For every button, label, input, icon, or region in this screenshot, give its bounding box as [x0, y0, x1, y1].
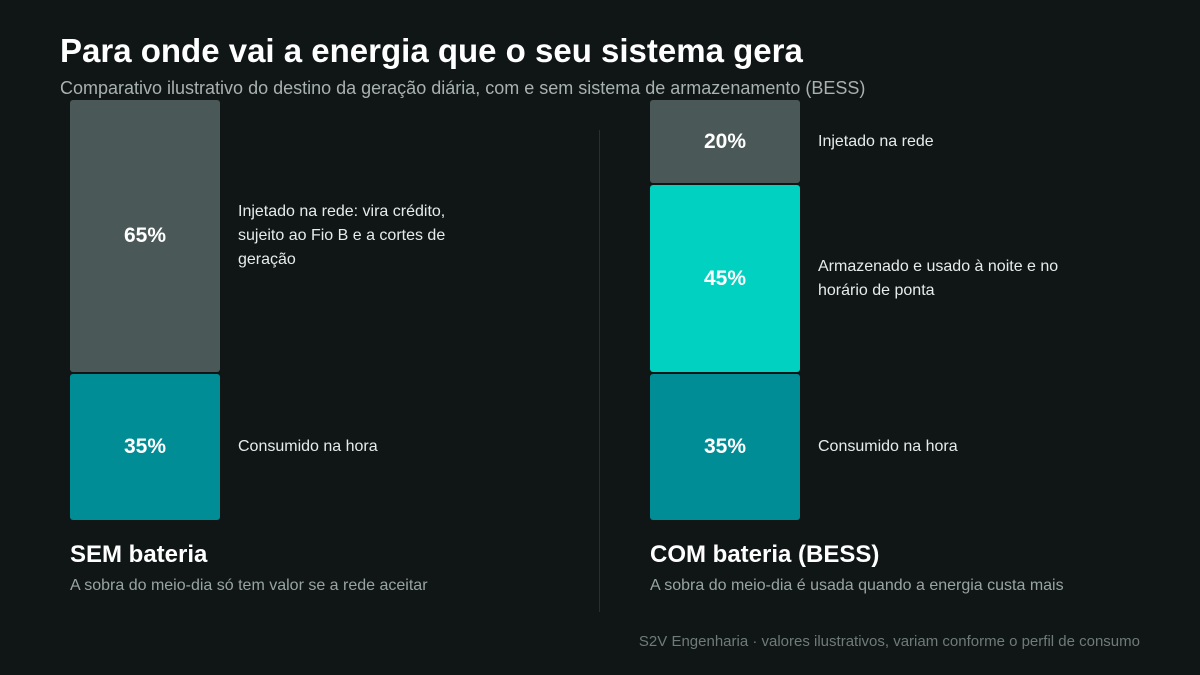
panel-title-sem-bateria: SEM bateria — [70, 541, 208, 568]
segment-annotation-com-bateria-bess-injetado-na-rede: Injetado na rede — [818, 132, 934, 150]
panel-title-com-bateria-bess: COM bateria (BESS) — [650, 541, 880, 568]
data-label-sem-bateria-consumido-na-hora: 35% — [123, 435, 167, 458]
footer-note: S2V Engenharia · valores ilustrativos, v… — [638, 633, 1140, 650]
segment-annotation-com-bateria-bess-armazenado-e-usado: Armazenado e usado à noite e no horário … — [818, 257, 1059, 299]
segment-annotation-sem-bateria-injetado-na-rede: Injetado na rede: vira crédito, sujeito … — [238, 203, 446, 268]
bar-segment-com-bateria-bess-injetado-na-rede — [650, 100, 800, 183]
panel-divider — [599, 130, 600, 612]
segment-annotation-sem-bateria-consumido-na-hora: Consumido na hora — [238, 438, 378, 455]
chart-subtitle: Comparativo ilustrativo do destino da ge… — [60, 78, 866, 98]
bar-segment-sem-bateria-consumido-na-hora — [70, 374, 220, 520]
bar-segment-sem-bateria-injetado-na-rede — [70, 100, 220, 372]
bar-segment-com-bateria-bess-consumido-na-hora — [650, 374, 800, 520]
data-label-com-bateria-bess-armazenado-e-usado: 45% — [703, 266, 747, 290]
bar-segment-com-bateria-bess-armazenado-e-usado — [650, 185, 800, 372]
segment-annotation-com-bateria-bess-consumido-na-hora: Consumido na hora — [818, 438, 958, 455]
panel-caption-sem-bateria: A sobra do meio-dia só tem valor se a re… — [70, 577, 428, 594]
data-label-com-bateria-bess-injetado-na-rede: 20% — [703, 129, 747, 153]
data-label-sem-bateria-injetado-na-rede: 65% — [123, 224, 167, 247]
chart-title: Para onde vai a energia que o seu sistem… — [60, 32, 803, 69]
data-label-com-bateria-bess-consumido-na-hora: 35% — [703, 435, 747, 458]
panel-caption-com-bateria-bess: A sobra do meio-dia é usada quando a ene… — [650, 577, 1064, 594]
